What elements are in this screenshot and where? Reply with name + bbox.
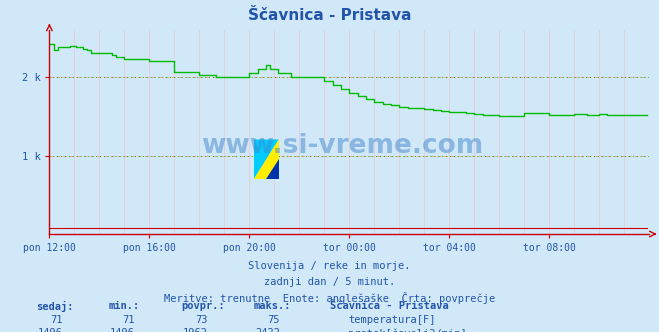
Text: 1496: 1496 bbox=[38, 328, 63, 332]
Text: 1962: 1962 bbox=[183, 328, 208, 332]
Polygon shape bbox=[254, 139, 279, 179]
Text: 1496: 1496 bbox=[110, 328, 135, 332]
Text: 2422: 2422 bbox=[255, 328, 280, 332]
Text: pretok[čevelj3/min]: pretok[čevelj3/min] bbox=[348, 328, 467, 332]
Text: www.si-vreme.com: www.si-vreme.com bbox=[202, 133, 484, 159]
Text: 75: 75 bbox=[268, 315, 280, 325]
Text: temperatura[F]: temperatura[F] bbox=[348, 315, 436, 325]
Text: Ščavnica - Pristava: Ščavnica - Pristava bbox=[248, 8, 411, 23]
Text: Ščavnica - Pristava: Ščavnica - Pristava bbox=[330, 301, 448, 311]
Text: min.:: min.: bbox=[109, 301, 140, 311]
Text: 73: 73 bbox=[195, 315, 208, 325]
Text: Slovenija / reke in morje.: Slovenija / reke in morje. bbox=[248, 261, 411, 271]
Text: zadnji dan / 5 minut.: zadnji dan / 5 minut. bbox=[264, 277, 395, 287]
Text: sedaj:: sedaj: bbox=[36, 301, 74, 312]
Text: 71: 71 bbox=[123, 315, 135, 325]
Text: maks.:: maks.: bbox=[254, 301, 291, 311]
Polygon shape bbox=[254, 139, 279, 179]
Text: Meritve: trenutne  Enote: anglešaške  Črta: povprečje: Meritve: trenutne Enote: anglešaške Črta… bbox=[164, 292, 495, 304]
Text: 71: 71 bbox=[50, 315, 63, 325]
Polygon shape bbox=[266, 159, 279, 179]
Text: povpr.:: povpr.: bbox=[181, 301, 225, 311]
